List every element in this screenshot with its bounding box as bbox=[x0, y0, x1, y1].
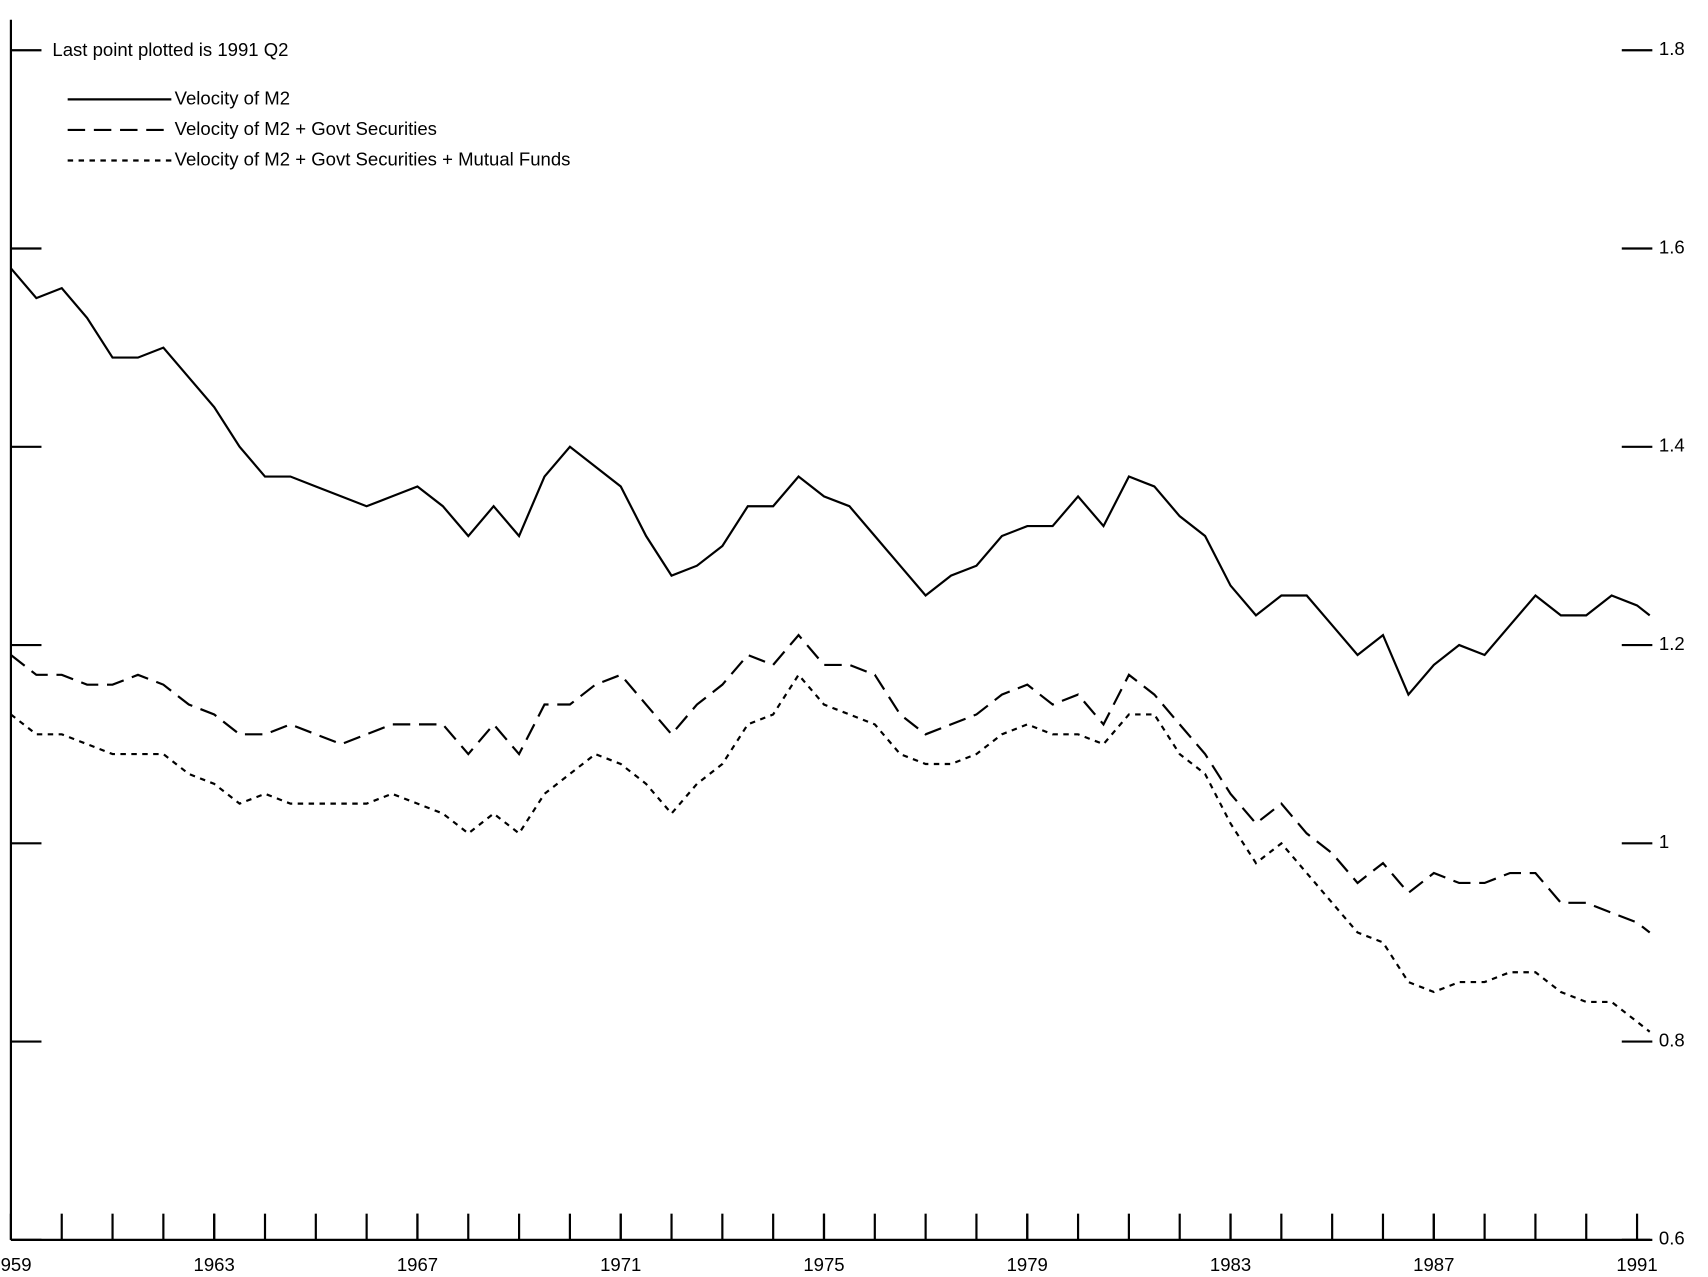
y-tick-label: 1.6 bbox=[1659, 236, 1685, 257]
series-line bbox=[10, 633, 1651, 934]
x-tick-label: 1979 bbox=[1007, 1254, 1048, 1275]
x-tick-label: 1991 bbox=[1616, 1254, 1657, 1275]
y-tick-label: 1.4 bbox=[1659, 435, 1685, 456]
legend-label: Velocity of M2 + Govt Securities bbox=[175, 118, 437, 139]
y-tick-label: 1 bbox=[1659, 831, 1669, 852]
x-tick-label: 1963 bbox=[194, 1254, 235, 1275]
legend-label: Velocity of M2 bbox=[175, 87, 290, 108]
annotation: Last point plotted is 1991 Q2 bbox=[52, 39, 288, 60]
y-tick-label: 0.8 bbox=[1659, 1029, 1685, 1050]
y-tick-label: 0.6 bbox=[1659, 1228, 1685, 1249]
series-line bbox=[10, 267, 1651, 697]
x-tick-label: 1987 bbox=[1413, 1254, 1454, 1275]
x-tick-label: 1959 bbox=[0, 1254, 32, 1275]
x-tick-label: 1971 bbox=[600, 1254, 641, 1275]
y-tick-label: 1.8 bbox=[1659, 38, 1685, 59]
x-tick-label: 1967 bbox=[397, 1254, 438, 1275]
x-tick-label: 1983 bbox=[1210, 1254, 1251, 1275]
legend-label: Velocity of M2 + Govt Securities + Mutua… bbox=[175, 148, 571, 169]
series-line bbox=[10, 673, 1651, 1033]
y-tick-label: 1.2 bbox=[1659, 633, 1685, 654]
x-tick-label: 1975 bbox=[803, 1254, 844, 1275]
